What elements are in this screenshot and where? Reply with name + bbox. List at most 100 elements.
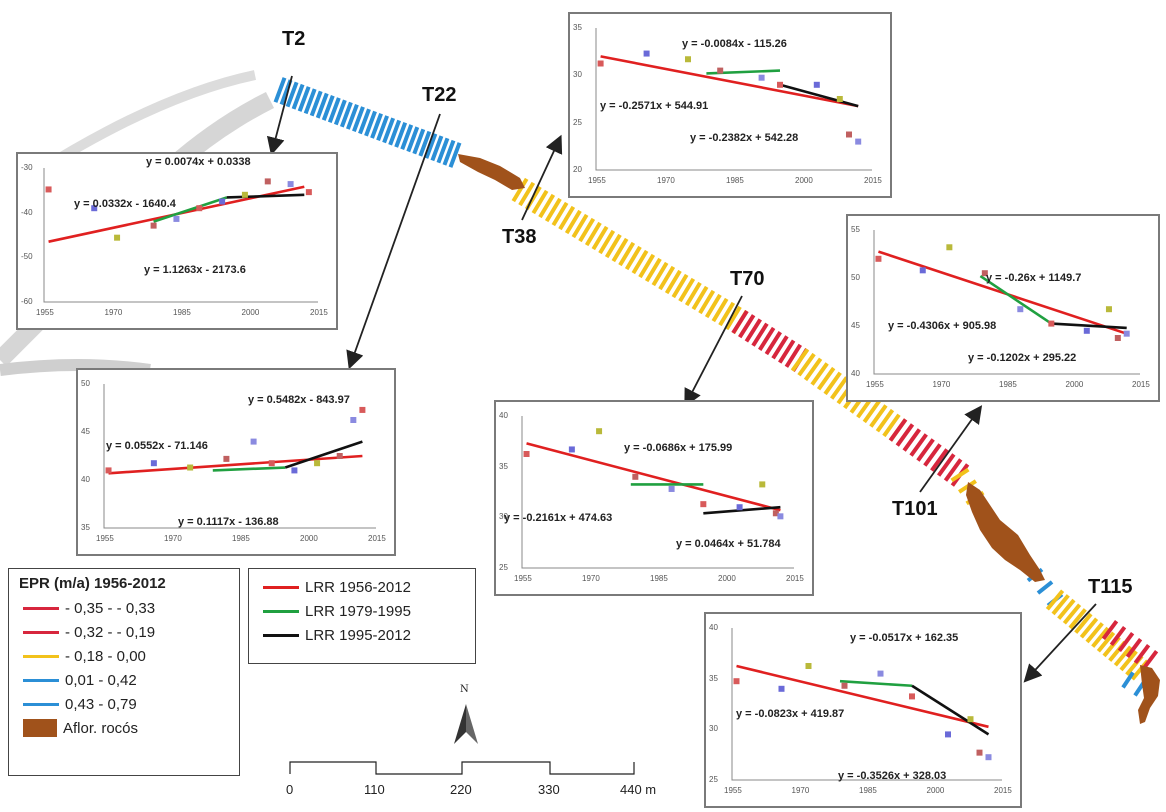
- data-point: [777, 81, 783, 88]
- lrr-legend-label: LRR 1979-1995: [305, 602, 411, 620]
- data-point: [919, 267, 926, 274]
- data-point: [1083, 327, 1090, 334]
- y-tick-label: 55: [851, 225, 860, 234]
- data-point: [150, 222, 157, 229]
- data-point: [877, 670, 884, 677]
- data-point: [700, 501, 707, 508]
- data-point: [264, 178, 271, 185]
- data-point: [219, 198, 226, 205]
- transect-line: [678, 277, 696, 303]
- data-point: [717, 67, 724, 74]
- scale-label-330: 330: [538, 782, 560, 797]
- y-tick-label: 30: [499, 512, 508, 522]
- data-point: [736, 504, 743, 511]
- transect-line: [285, 81, 299, 108]
- transect-line: [424, 133, 438, 159]
- x-tick-label: 2015: [786, 574, 804, 583]
- transect-line: [778, 339, 796, 364]
- plot-axes: [521, 416, 794, 569]
- transect-line: [875, 408, 895, 433]
- scale-label-440: 440 m: [620, 782, 657, 797]
- regression-line-lrr-1995-2012: [703, 505, 781, 515]
- data-point: [1105, 306, 1112, 313]
- transect-line: [1074, 612, 1093, 634]
- epr-legend-item: - 0,35 - - 0,33: [9, 596, 239, 620]
- arrow-t115: [1023, 603, 1097, 683]
- transect-line: [1117, 632, 1135, 652]
- inset-plot: [873, 230, 1140, 375]
- data-point: [359, 406, 366, 413]
- x-tick-label: 2000: [300, 534, 318, 543]
- regression-line-lrr-1979-1995: [153, 196, 228, 223]
- inset-chart-t22: 1955 1970 1985 2000 2015 50 45 40 35 y = 0.5482x …: [76, 368, 396, 556]
- transect-line: [1045, 589, 1065, 611]
- inset-plot: [43, 168, 318, 303]
- x-tick-label: 1970: [657, 176, 675, 185]
- regression-equation: y = -0.26x + 1149.7: [986, 272, 1082, 284]
- inset-chart-t101: 1955 1970 1985 2000 2015 55 50 45 40 y = -0.26x +…: [846, 214, 1160, 402]
- rock-label: Aflor. rocós: [63, 719, 139, 737]
- scale-bar: [289, 761, 635, 775]
- regression-equation: y = -0.2161x + 474.63: [504, 512, 613, 524]
- transect-line: [571, 213, 589, 239]
- regression-line-lrr-1956-2012: [108, 454, 363, 475]
- data-point: [268, 460, 275, 467]
- transect-line: [558, 205, 576, 231]
- x-tick-label: 2015: [994, 786, 1012, 795]
- x-tick-label: 1955: [588, 176, 606, 185]
- y-tick-label: 30: [573, 70, 582, 80]
- transect-line: [1079, 617, 1099, 639]
- transect-line: [544, 197, 562, 223]
- data-point: [45, 186, 52, 193]
- y-tick-label: 25: [499, 563, 508, 572]
- y-tick-label: 40: [709, 623, 718, 632]
- regression-line-lrr-1979-1995: [839, 679, 913, 688]
- data-point: [733, 678, 740, 685]
- x-tick-label: 1955: [866, 380, 884, 389]
- data-point: [805, 663, 812, 669]
- plot-axes: [731, 628, 1002, 781]
- data-point: [758, 74, 765, 81]
- data-point: [91, 205, 98, 212]
- transect-line: [803, 357, 823, 382]
- transect-line: [1085, 622, 1104, 644]
- data-point: [685, 56, 691, 63]
- transect-line: [358, 108, 371, 135]
- transect-line: [370, 112, 383, 139]
- transect-line: [869, 404, 888, 428]
- lrr-legend-item: LRR 1995-2012: [249, 623, 475, 647]
- transect-line: [651, 261, 669, 287]
- data-point: [336, 453, 343, 459]
- transect-label-t115: T115: [1088, 576, 1133, 598]
- transect-line: [303, 88, 317, 115]
- rock-outcrop-1: [458, 154, 525, 190]
- y-tick-label: -50: [21, 252, 33, 262]
- data-point: [314, 460, 321, 467]
- x-tick-label: 2000: [718, 574, 736, 583]
- inset-chart-t38: 1955 1970 1985 2000 2015 35 30 25 20 y = -0.0084x…: [568, 12, 892, 198]
- regression-equation: y = -0.4306x + 905.98: [888, 320, 997, 332]
- inset-plot: [595, 28, 872, 171]
- y-tick-label: 50: [81, 379, 90, 388]
- epr-legend-label: 0,01 - 0,42: [65, 671, 137, 689]
- transect-line: [895, 423, 915, 447]
- transect-line: [412, 128, 426, 155]
- epr-swatch: [23, 702, 59, 706]
- transect-line: [1068, 608, 1087, 630]
- transect-line: [1125, 638, 1143, 658]
- y-tick-label: -30: [21, 163, 33, 172]
- transect-line: [790, 348, 810, 372]
- transect-line: [1036, 580, 1054, 595]
- transect-line: [394, 121, 408, 148]
- y-tick-label: 45: [851, 321, 860, 330]
- transect-line: [1141, 650, 1159, 670]
- x-tick-label: 1985: [859, 786, 877, 795]
- scale-label-0: 0: [286, 782, 294, 797]
- transect-line: [309, 90, 323, 117]
- epr-legend-item: - 0,18 - 0,00: [9, 644, 239, 668]
- transect-line: [631, 249, 649, 275]
- plot-axes: [43, 168, 318, 303]
- lrr-swatch: [263, 609, 299, 613]
- epr-legend-label: 0,43 - 0,79: [65, 695, 137, 713]
